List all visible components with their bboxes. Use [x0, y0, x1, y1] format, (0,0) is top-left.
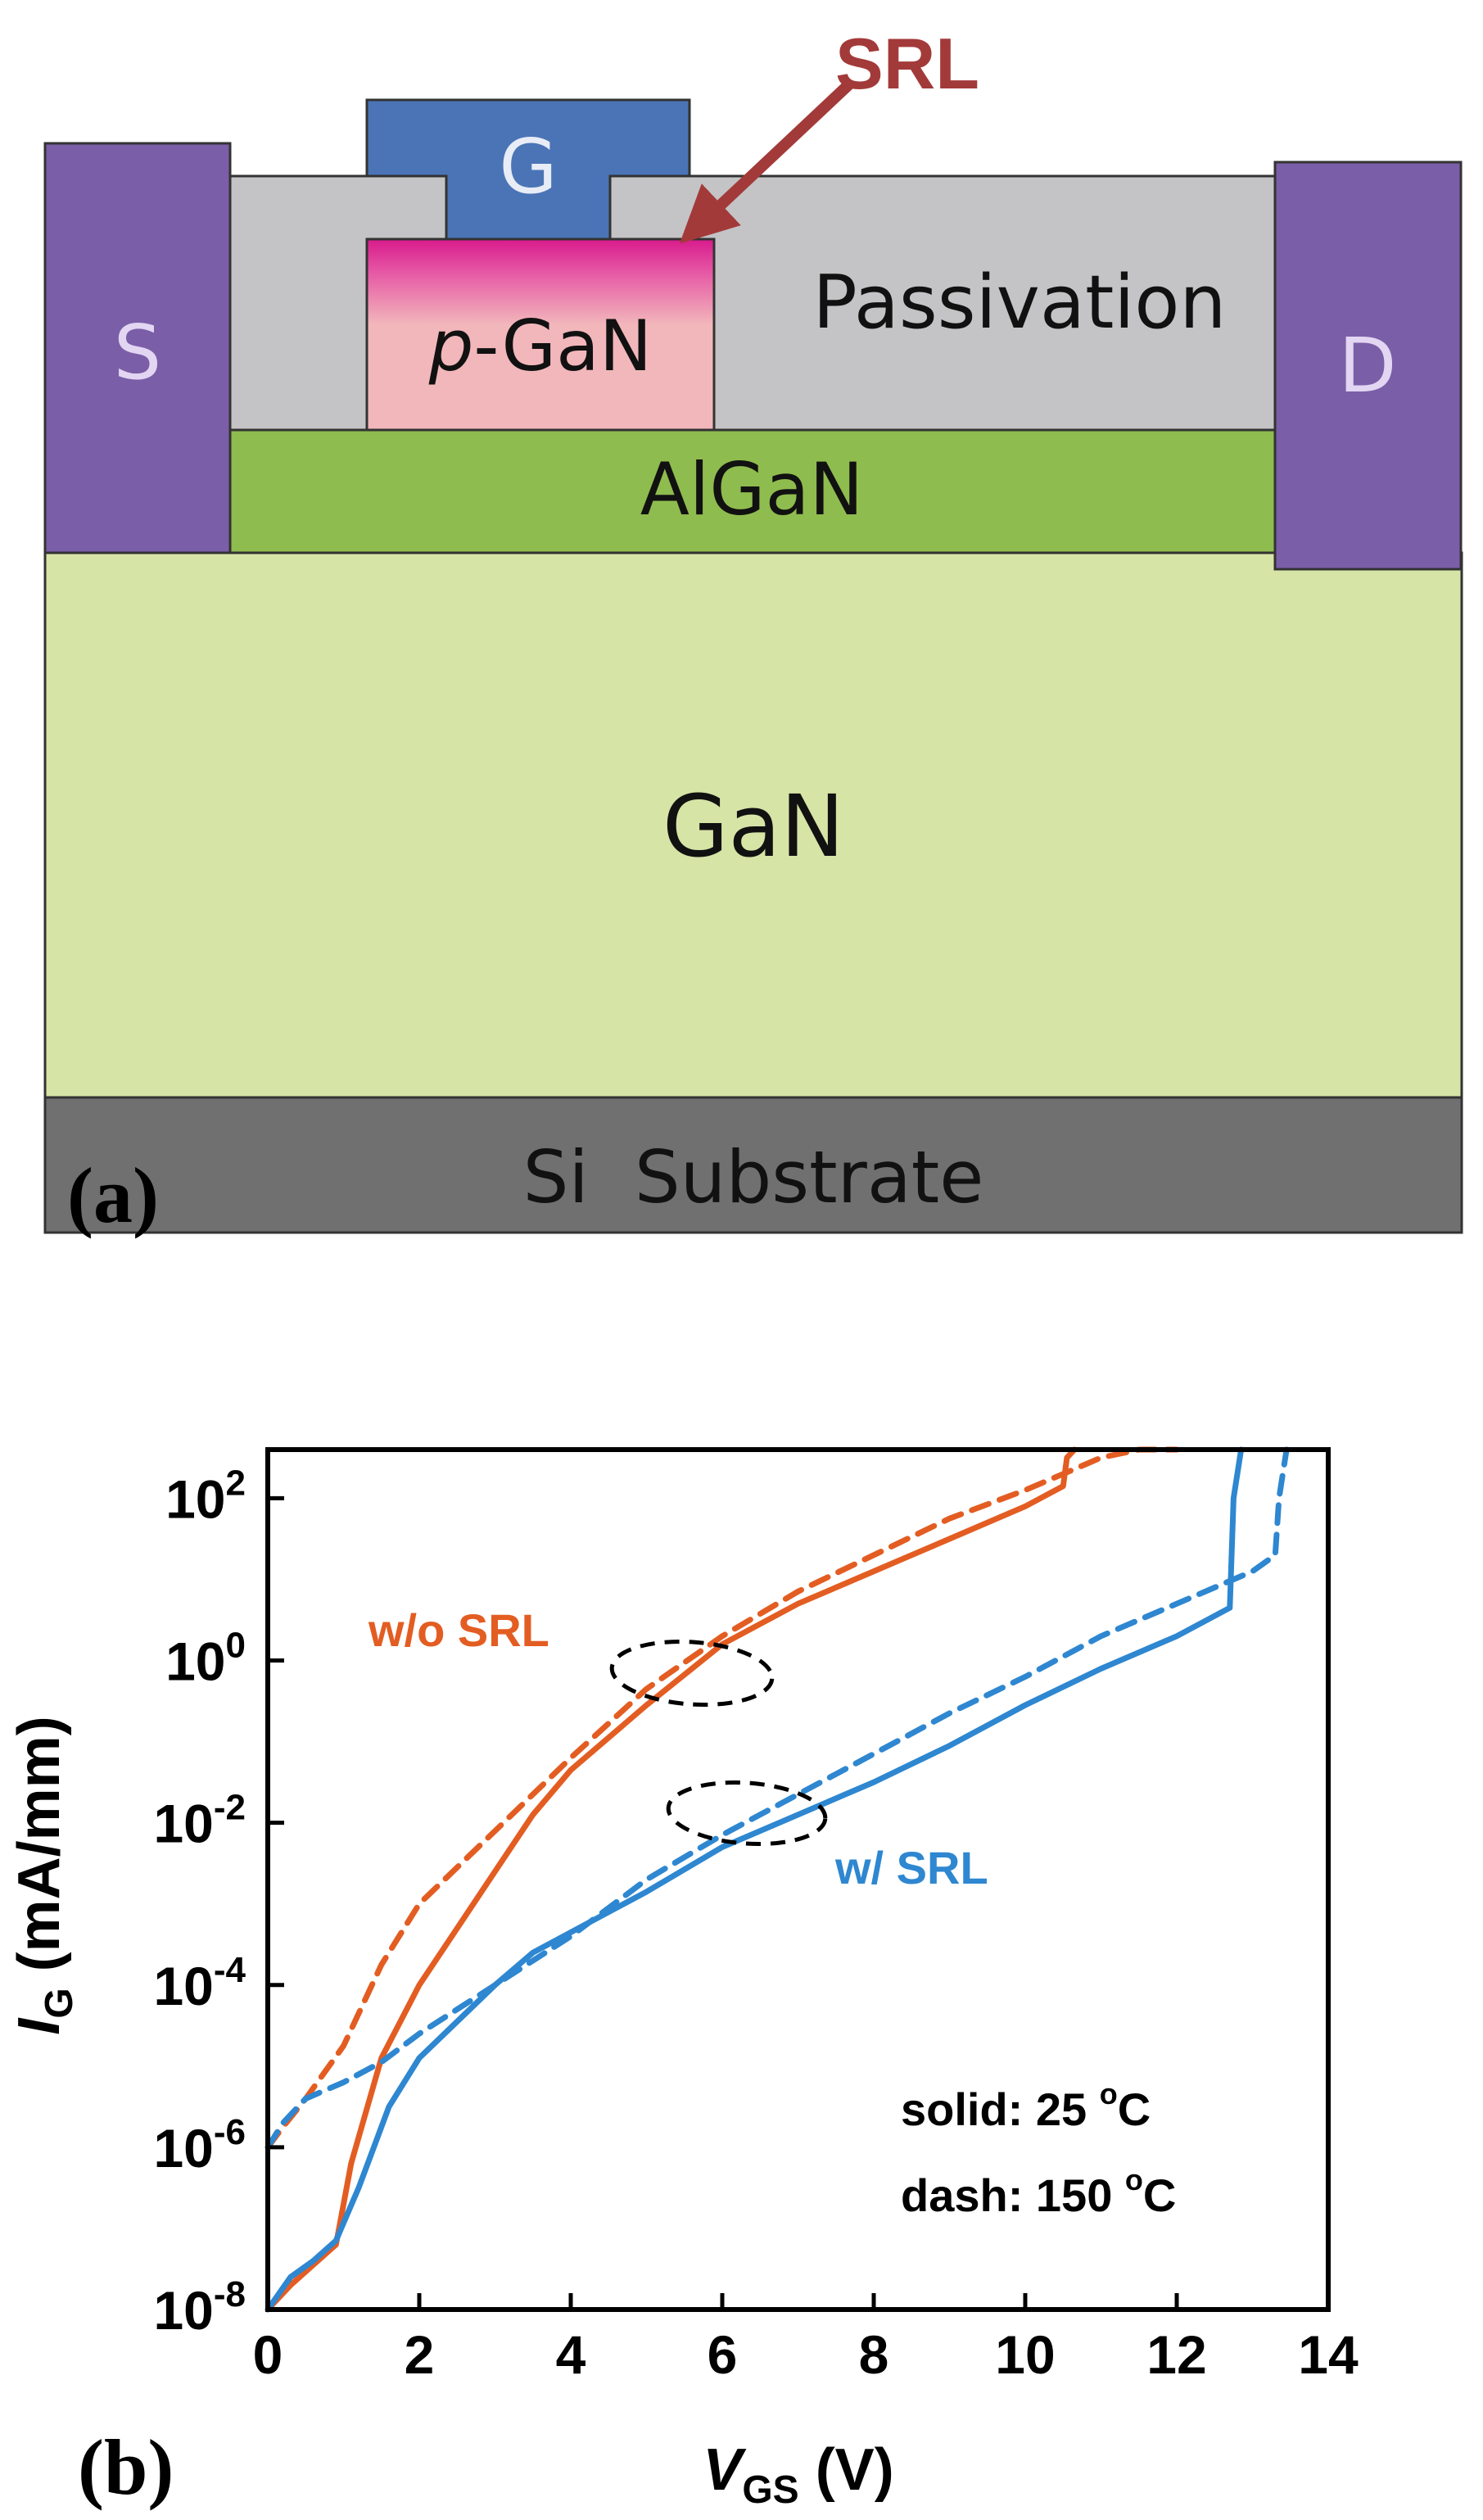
legend-solid-text: solid: 25 oC: [901, 2077, 1151, 2135]
p-gan-label: p-GaN: [428, 305, 652, 387]
x-tick-label: 0: [253, 2324, 283, 2385]
source-electrode: [43, 142, 232, 554]
w-srl-group-ellipse: [666, 1780, 828, 1847]
panel-b-label: (b): [78, 2423, 174, 2511]
x-tick-label: 6: [708, 2324, 738, 2385]
series-line-2: [264, 1446, 1180, 2151]
x-tick-label: 4: [556, 2324, 586, 2385]
passivation-label: Passivation: [813, 260, 1227, 346]
panel-a-label: (a): [67, 1151, 159, 1239]
substrate-label: Si Substrate: [523, 1135, 984, 1219]
legend-dash-text: dash: 150 oC: [901, 2163, 1176, 2221]
source-label: S: [114, 309, 161, 396]
y-tick-label: 100: [165, 1626, 246, 1692]
p-gan-layer: [365, 238, 716, 432]
series-line-3: [264, 1446, 1245, 2313]
x-axis-label: VGS (V): [703, 2437, 893, 2512]
device-cross-section: G S D p-GaN Passivation AlGaN GaN Si Sub…: [43, 23, 1463, 1239]
series-layer: [264, 1446, 1290, 2313]
y-tick-label: 10-2: [153, 1788, 246, 1854]
y-tick-label: 10-8: [153, 2274, 246, 2341]
ticks-layer: 0 2 4 6 8 10 12 14 102 100 10-2 10-4 10-6 10-8: [153, 1463, 1359, 2385]
iv-chart: 0 2 4 6 8 10 12 14 102 100 10-2 10-4 10-6 10-8 w/o SR…: [7, 1446, 1359, 2512]
x-tick-label: 12: [1146, 2324, 1206, 2385]
srl-callout-label: SRL: [835, 23, 979, 104]
algan-label: AlGaN: [640, 447, 864, 532]
wo-srl-group-ellipse: [609, 1639, 775, 1708]
x-tick-label: 2: [405, 2324, 435, 2385]
gan-layer: [43, 551, 1463, 1099]
gan-label: GaN: [662, 776, 844, 876]
si-substrate-layer: [43, 1096, 1463, 1234]
series-line-4: [264, 1446, 1290, 2151]
drain-electrode: [1273, 161, 1463, 571]
gate-electrode: [365, 98, 691, 241]
y-tick-label: 102: [165, 1463, 246, 1529]
y-tick-label: 10-4: [153, 1950, 246, 2016]
y-tick-label: 10-6: [153, 2112, 246, 2178]
w-srl-annotation: w/ SRL: [834, 1842, 988, 1893]
gate-label: G: [499, 123, 557, 210]
x-tick-label: 14: [1298, 2324, 1359, 2385]
srl-callout-arrow: [679, 77, 856, 244]
drain-label: D: [1339, 322, 1397, 409]
x-tick-label: 8: [859, 2324, 889, 2385]
wo-srl-annotation: w/o SRL: [368, 1604, 549, 1656]
plot-frame: [265, 1447, 1331, 2312]
y-axis-label: IG (mA/mm): [7, 1716, 81, 2034]
x-tick-label: 10: [995, 2324, 1055, 2385]
